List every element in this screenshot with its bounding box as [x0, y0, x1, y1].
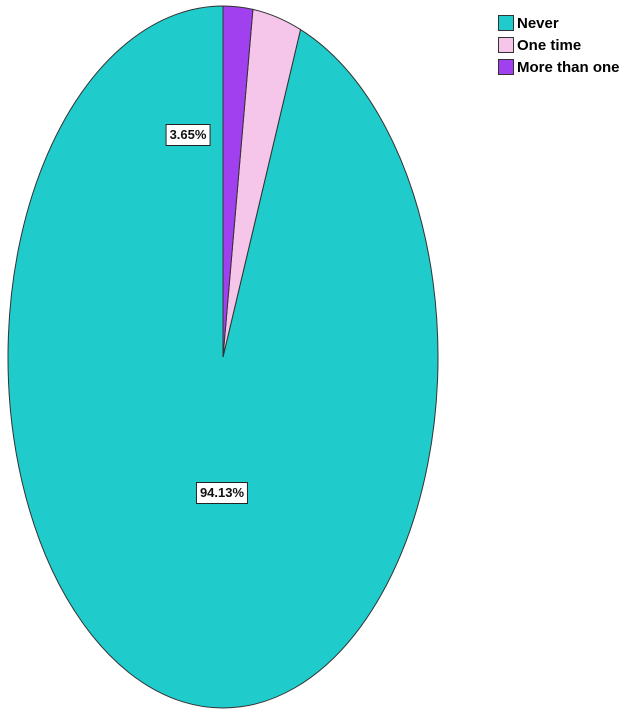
legend-label-never: Never [517, 14, 559, 32]
data-label-never: 94.13% [195, 482, 249, 504]
legend-label-more-than-one: More than one [517, 58, 620, 76]
legend-item-one-time: One time [498, 34, 620, 56]
legend-swatch-never [498, 15, 514, 31]
data-label-one-time: 3.65% [165, 124, 211, 146]
legend-swatch-more-than-one [498, 59, 514, 75]
legend-item-more-than-one: More than one [498, 56, 620, 78]
pie-slice-more-than-one [222, 5, 254, 358]
legend-swatch-one-time [498, 37, 514, 53]
legend-label-one-time: One time [517, 36, 582, 54]
legend: Never One time More than one [498, 12, 620, 78]
legend-item-never: Never [498, 12, 620, 34]
